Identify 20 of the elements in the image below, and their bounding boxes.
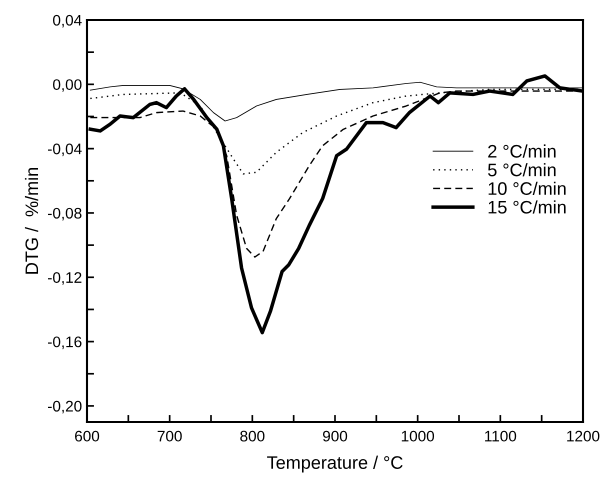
y-tick-label: -0,12 (48, 272, 82, 285)
y-tick-label: -0,16 (48, 336, 82, 350)
y-axis-title: DTG / %/min (24, 168, 38, 274)
y-tick-label: -0,04 (48, 144, 82, 156)
y-tick-label: -0,08 (48, 208, 82, 220)
y-tick-label: -0,20 (48, 400, 82, 414)
x-tick-label: 1100 (485, 430, 516, 442)
legend-label: 10 °C/min (488, 182, 566, 195)
legend-label: 5 °C/min (488, 163, 556, 176)
legend-label: 15 °C/min (488, 200, 566, 214)
y-tick-label: 0,00 (53, 79, 82, 92)
x-tick-label: 600 (75, 430, 100, 442)
x-axis-title: Temperature / °C (267, 456, 403, 473)
x-tick-label: 700 (158, 430, 182, 442)
x-tick-label: 1200 (567, 430, 600, 442)
x-tick-label: 800 (240, 430, 264, 442)
y-tick-label: 0,04 (53, 14, 82, 28)
x-tick-label: 1000 (402, 430, 434, 442)
x-tick-label: 900 (322, 430, 348, 442)
legend-label: 2 °C/min (488, 144, 556, 158)
